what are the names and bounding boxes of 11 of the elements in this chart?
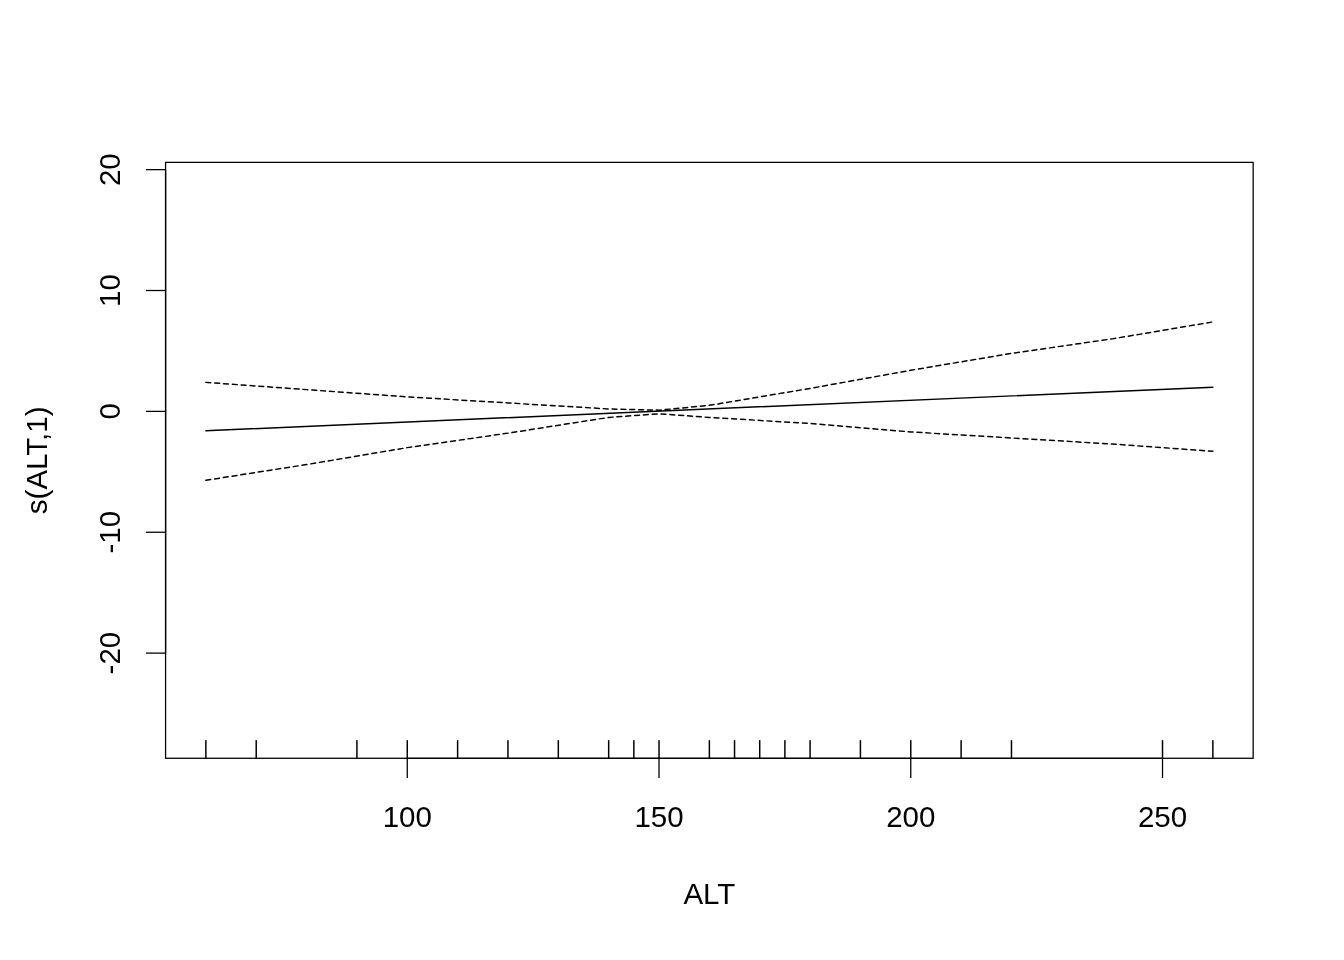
x-tick-label: 250 [1137,800,1188,834]
y-tick-label: 0 [93,403,127,420]
x-tick-label: 100 [382,800,432,834]
y-tick-label: -20 [93,631,127,675]
y-tick-label: -10 [93,510,127,554]
y-axis-title: s(ALT,1) [19,406,53,515]
y-tick-label: 20 [93,153,127,187]
y-tick-label: 10 [93,274,127,307]
x-tick-label: 150 [634,800,684,834]
x-axis-title: ALT [683,876,736,910]
x-tick-label: 200 [886,800,936,834]
